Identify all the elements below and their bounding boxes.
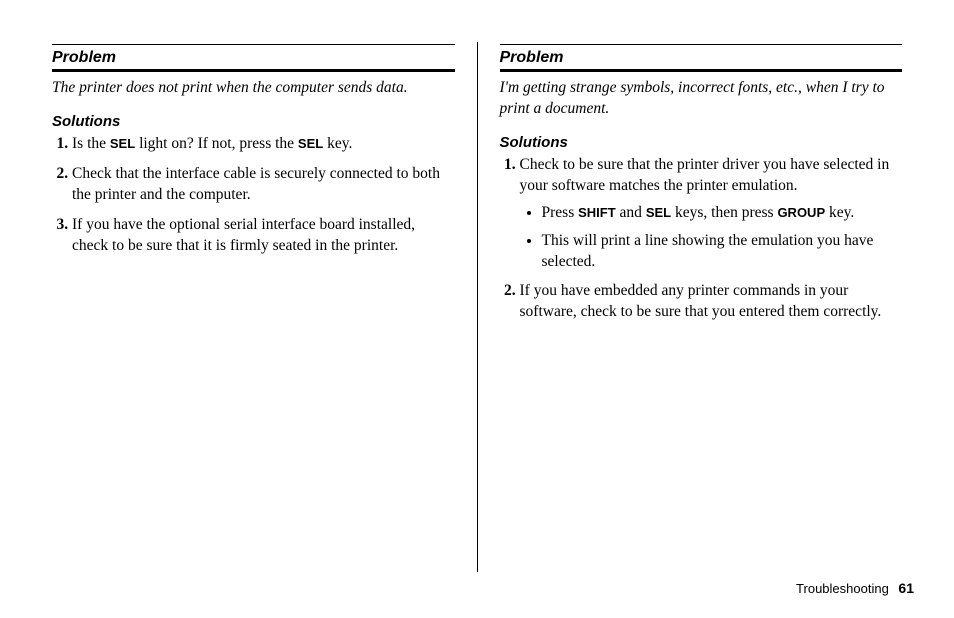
key-label: SEL (646, 205, 671, 220)
sub-item: This will print a line showing the emula… (542, 231, 903, 273)
key-label: SEL (110, 136, 135, 151)
text: keys, then press (671, 204, 777, 221)
page-footer: Troubleshooting 61 (796, 580, 914, 596)
text: Is the (72, 135, 110, 152)
text: key. (323, 135, 352, 152)
page-number: 61 (898, 580, 914, 596)
rule-thick (500, 69, 903, 72)
rule-thin (500, 44, 903, 45)
sub-item: Press SHIFT and SEL keys, then press GRO… (542, 203, 903, 224)
text: key. (825, 204, 854, 221)
solution-item: If you have the optional serial interfac… (72, 215, 455, 257)
sub-list: Press SHIFT and SEL keys, then press GRO… (520, 203, 903, 273)
text: Check to be sure that the printer driver… (520, 156, 890, 194)
text: This will print a line showing the emula… (542, 232, 874, 270)
solutions-list: Check to be sure that the printer driver… (500, 155, 903, 323)
key-label: GROUP (777, 205, 825, 220)
section-name: Troubleshooting (796, 581, 889, 596)
problem-description: The printer does not print when the comp… (52, 78, 455, 99)
key-label: SHIFT (578, 205, 616, 220)
right-column: Problem I'm getting strange symbols, inc… (478, 30, 925, 540)
key-label: SEL (298, 136, 323, 151)
solution-item: Check that the interface cable is secure… (72, 164, 455, 206)
problem-heading: Problem (52, 49, 455, 67)
page-content: Problem The printer does not print when … (0, 0, 954, 540)
solutions-list: Is the SEL light on? If not, press the S… (52, 134, 455, 257)
solution-item: If you have embedded any printer command… (520, 281, 903, 323)
problem-heading: Problem (500, 49, 903, 67)
rule-thick (52, 69, 455, 72)
problem-description: I'm getting strange symbols, incorrect f… (500, 78, 903, 120)
left-column: Problem The printer does not print when … (30, 30, 477, 540)
solutions-heading: Solutions (52, 113, 455, 130)
text: If you have the optional serial interfac… (72, 216, 415, 254)
solution-item: Is the SEL light on? If not, press the S… (72, 134, 455, 155)
solution-item: Check to be sure that the printer driver… (520, 155, 903, 273)
text: light on? If not, press the (135, 135, 298, 152)
text: If you have embedded any printer command… (520, 282, 882, 320)
solutions-heading: Solutions (500, 134, 903, 151)
rule-thin (52, 44, 455, 45)
text: and (616, 204, 646, 221)
text: Check that the interface cable is secure… (72, 165, 440, 203)
text: Press (542, 204, 579, 221)
